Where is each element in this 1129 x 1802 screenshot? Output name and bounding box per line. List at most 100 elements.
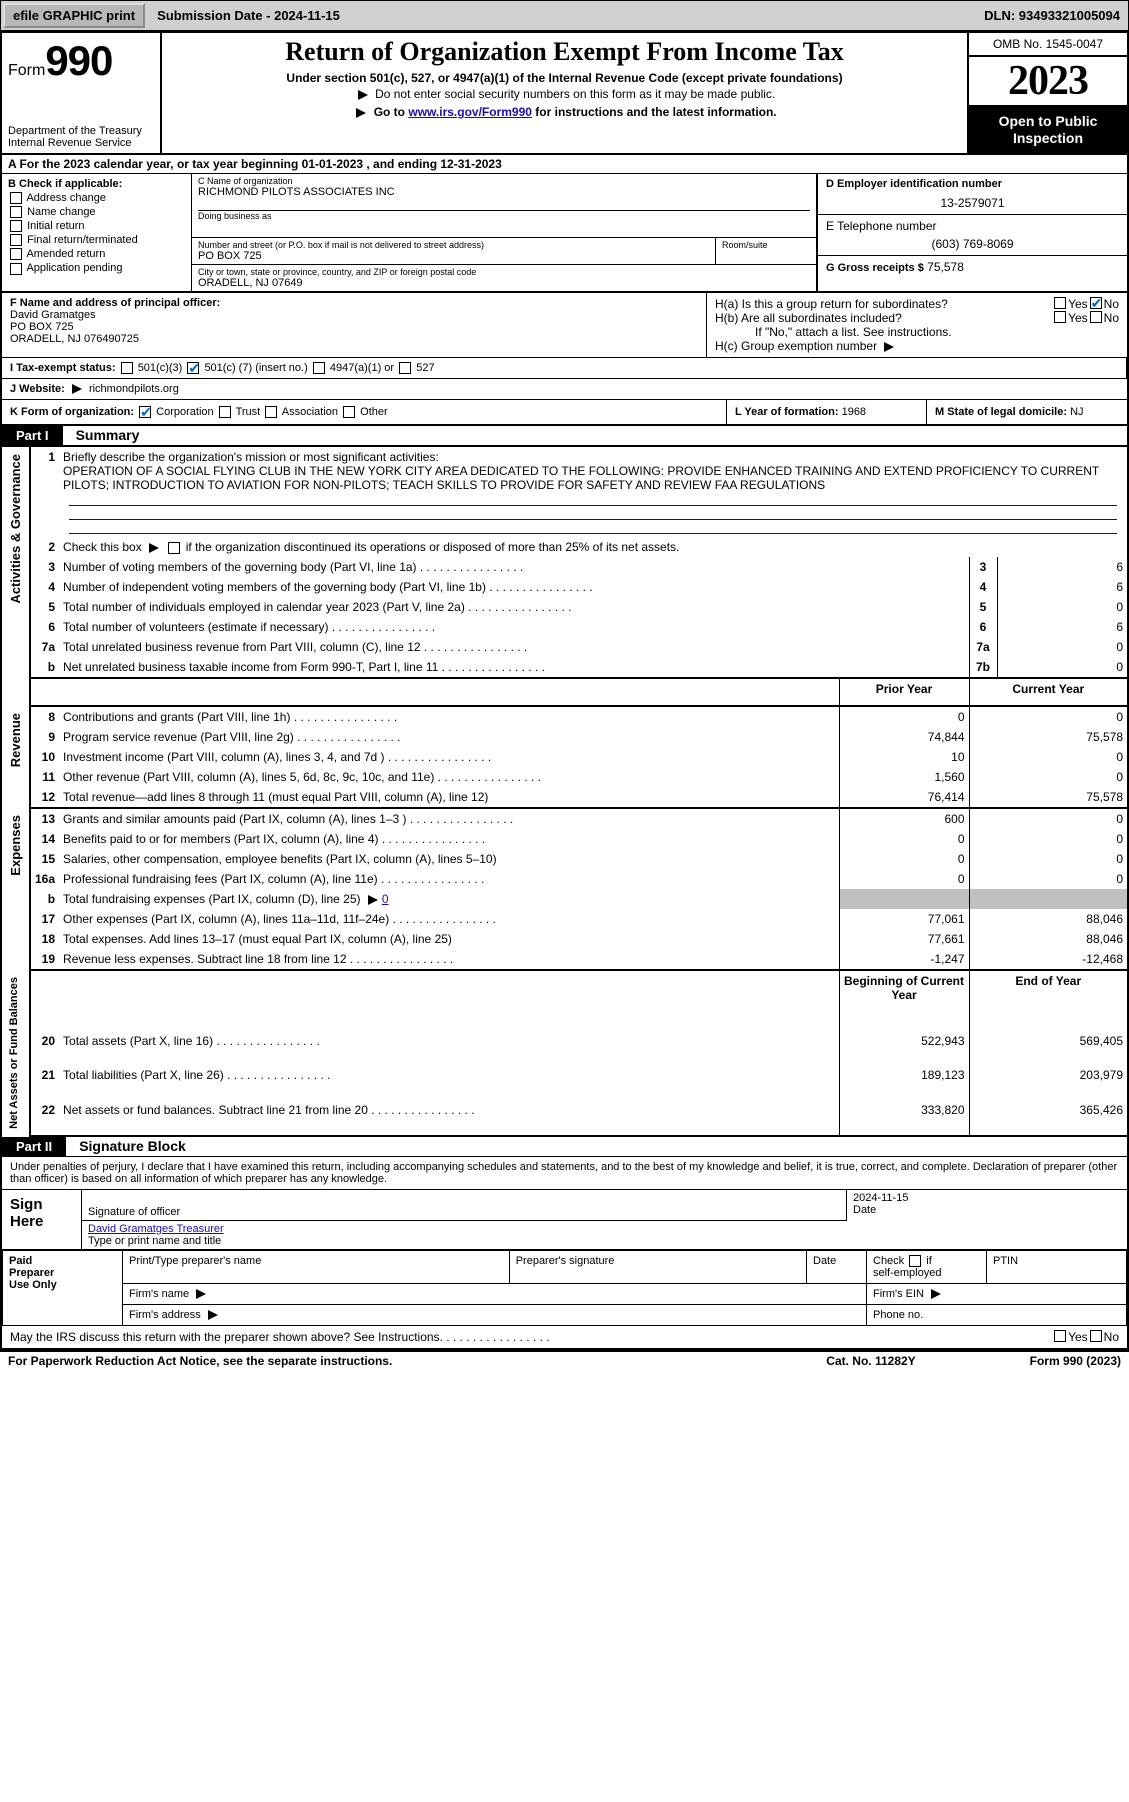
line9-prior: 74,844 bbox=[839, 727, 969, 747]
line20-prior: 522,943 bbox=[839, 1031, 969, 1066]
arrow-icon bbox=[72, 384, 82, 394]
trust-checkbox[interactable] bbox=[219, 406, 231, 418]
website-value: richmondpilots.org bbox=[89, 383, 179, 395]
section-ag-label: Activities & Governance bbox=[6, 450, 25, 608]
prep-name-label: Print/Type preparer's name bbox=[123, 1251, 510, 1284]
501c3-checkbox[interactable] bbox=[121, 362, 133, 374]
part1-title: Summary bbox=[66, 427, 140, 443]
line4-label: Number of independent voting members of … bbox=[59, 577, 969, 597]
line6-value: 6 bbox=[997, 617, 1127, 637]
form-footer: Form 990 (2023) bbox=[971, 1354, 1121, 1368]
501c-checkbox[interactable] bbox=[187, 362, 199, 374]
tax-year: 2023 bbox=[969, 57, 1127, 107]
arrow-icon bbox=[208, 1310, 218, 1320]
part2-tag: Part II bbox=[2, 1137, 66, 1156]
summary-table: Activities & Governance 1 Briefly descri… bbox=[2, 447, 1127, 1137]
form-subtitle-1: Under section 501(c), 527, or 4947(a)(1)… bbox=[172, 71, 957, 85]
year-formation-value: 1968 bbox=[842, 406, 866, 418]
line13-prior: 600 bbox=[839, 808, 969, 829]
line16b-label: Total fundraising expenses (Part IX, col… bbox=[59, 889, 839, 909]
firm-ein-label: Firm's EIN bbox=[873, 1288, 924, 1300]
line10-prior: 10 bbox=[839, 747, 969, 767]
ptin-label: PTIN bbox=[987, 1251, 1127, 1284]
begin-year-header: Beginning of Current Year bbox=[839, 970, 969, 1030]
dba-label: Doing business as bbox=[198, 211, 810, 221]
line11-label: Other revenue (Part VIII, column (A), li… bbox=[59, 767, 839, 787]
irs-link[interactable]: www.irs.gov/Form990 bbox=[408, 105, 532, 119]
line14-label: Benefits paid to or for members (Part IX… bbox=[59, 829, 839, 849]
line17-prior: 77,061 bbox=[839, 909, 969, 929]
line16a-curr: 0 bbox=[969, 869, 1127, 889]
dln-label: DLN: 93493321005094 bbox=[976, 5, 1128, 26]
hb-yes-checkbox[interactable] bbox=[1054, 311, 1066, 323]
ha-no-checkbox[interactable] bbox=[1090, 297, 1102, 309]
officer-addr1: PO BOX 725 bbox=[10, 321, 698, 333]
line15-curr: 0 bbox=[969, 849, 1127, 869]
open-inspection-badge: Open to Public Inspection bbox=[969, 107, 1127, 153]
officer-name: David Gramatges bbox=[10, 309, 698, 321]
line17-curr: 88,046 bbox=[969, 909, 1127, 929]
line16a-label: Professional fundraising fees (Part IX, … bbox=[59, 869, 839, 889]
association-checkbox[interactable] bbox=[265, 406, 277, 418]
checkbox-column-b: B Check if applicable: Address change Na… bbox=[2, 174, 192, 291]
line13-label: Grants and similar amounts paid (Part IX… bbox=[59, 808, 839, 829]
line15-label: Salaries, other compensation, employee b… bbox=[59, 849, 839, 869]
line8-curr: 0 bbox=[969, 706, 1127, 727]
ein-value: 13-2579071 bbox=[826, 196, 1119, 210]
application-pending-checkbox[interactable] bbox=[10, 263, 22, 275]
line9-curr: 75,578 bbox=[969, 727, 1127, 747]
arrow-icon bbox=[356, 108, 366, 118]
final-return-checkbox[interactable] bbox=[10, 234, 22, 246]
initial-return-checkbox[interactable] bbox=[10, 220, 22, 232]
line9-label: Program service revenue (Part VIII, line… bbox=[59, 727, 839, 747]
line16a-prior: 0 bbox=[839, 869, 969, 889]
discuss-no-checkbox[interactable] bbox=[1090, 1330, 1102, 1342]
discuss-yes-checkbox[interactable] bbox=[1054, 1330, 1066, 1342]
ha-yes-checkbox bbox=[1054, 297, 1066, 309]
part1-tag: Part I bbox=[2, 426, 63, 445]
website-label: J Website: bbox=[10, 383, 65, 395]
amended-return-checkbox[interactable] bbox=[10, 248, 22, 260]
line12-label: Total revenue—add lines 8 through 11 (mu… bbox=[59, 787, 839, 808]
gross-receipts-label: G Gross receipts $ bbox=[826, 262, 924, 274]
address-change-checkbox[interactable] bbox=[10, 192, 22, 204]
line7b-label: Net unrelated business taxable income fr… bbox=[59, 657, 969, 678]
other-checkbox[interactable] bbox=[343, 406, 355, 418]
section-netassets-label: Net Assets or Fund Balances bbox=[6, 973, 22, 1133]
sig-date-label: Date bbox=[853, 1204, 1121, 1216]
perjury-text: Under penalties of perjury, I declare th… bbox=[2, 1157, 1127, 1190]
paid-preparer-label: PaidPreparerUse Only bbox=[3, 1251, 123, 1326]
line6-label: Total number of volunteers (estimate if … bbox=[59, 617, 969, 637]
line12-curr: 75,578 bbox=[969, 787, 1127, 808]
hb-no-checkbox[interactable] bbox=[1090, 311, 1102, 323]
line17-label: Other expenses (Part IX, column (A), lin… bbox=[59, 909, 839, 929]
line21-curr: 203,979 bbox=[969, 1065, 1127, 1100]
prep-sig-label: Preparer's signature bbox=[509, 1251, 806, 1284]
ha-label: H(a) Is this a group return for subordin… bbox=[715, 297, 1052, 311]
4947-checkbox[interactable] bbox=[313, 362, 325, 374]
end-year-header: End of Year bbox=[969, 970, 1127, 1030]
phone-no-label: Phone no. bbox=[867, 1305, 1127, 1326]
top-toolbar: efile GRAPHIC print Submission Date - 20… bbox=[0, 0, 1129, 31]
goto-prefix: Go to bbox=[374, 105, 409, 119]
self-employed-check: Check ifself-employed bbox=[867, 1251, 987, 1284]
city-value: ORADELL, NJ 07649 bbox=[198, 277, 810, 289]
hc-label: H(c) Group exemption number bbox=[715, 339, 1119, 353]
self-employed-checkbox[interactable] bbox=[909, 1255, 921, 1267]
goto-suffix: for instructions and the latest informat… bbox=[535, 105, 776, 119]
line1-label: Briefly describe the organization's miss… bbox=[63, 450, 439, 464]
omb-number: OMB No. 1545-0047 bbox=[969, 33, 1127, 57]
line22-curr: 365,426 bbox=[969, 1100, 1127, 1136]
line1-text: OPERATION OF A SOCIAL FLYING CLUB IN THE… bbox=[63, 464, 1099, 492]
line13-curr: 0 bbox=[969, 808, 1127, 829]
form-title: Return of Organization Exempt From Incom… bbox=[172, 37, 957, 67]
line2-checkbox[interactable] bbox=[168, 542, 180, 554]
officer-addr2: ORADELL, NJ 076490725 bbox=[10, 333, 698, 345]
line5-value: 0 bbox=[997, 597, 1127, 617]
name-change-checkbox[interactable] bbox=[10, 206, 22, 218]
line7a-value: 0 bbox=[997, 637, 1127, 657]
cat-no: Cat. No. 11282Y bbox=[771, 1354, 971, 1368]
527-checkbox[interactable] bbox=[399, 362, 411, 374]
efile-print-button[interactable]: efile GRAPHIC print bbox=[3, 3, 145, 28]
corporation-checkbox[interactable] bbox=[139, 406, 151, 418]
